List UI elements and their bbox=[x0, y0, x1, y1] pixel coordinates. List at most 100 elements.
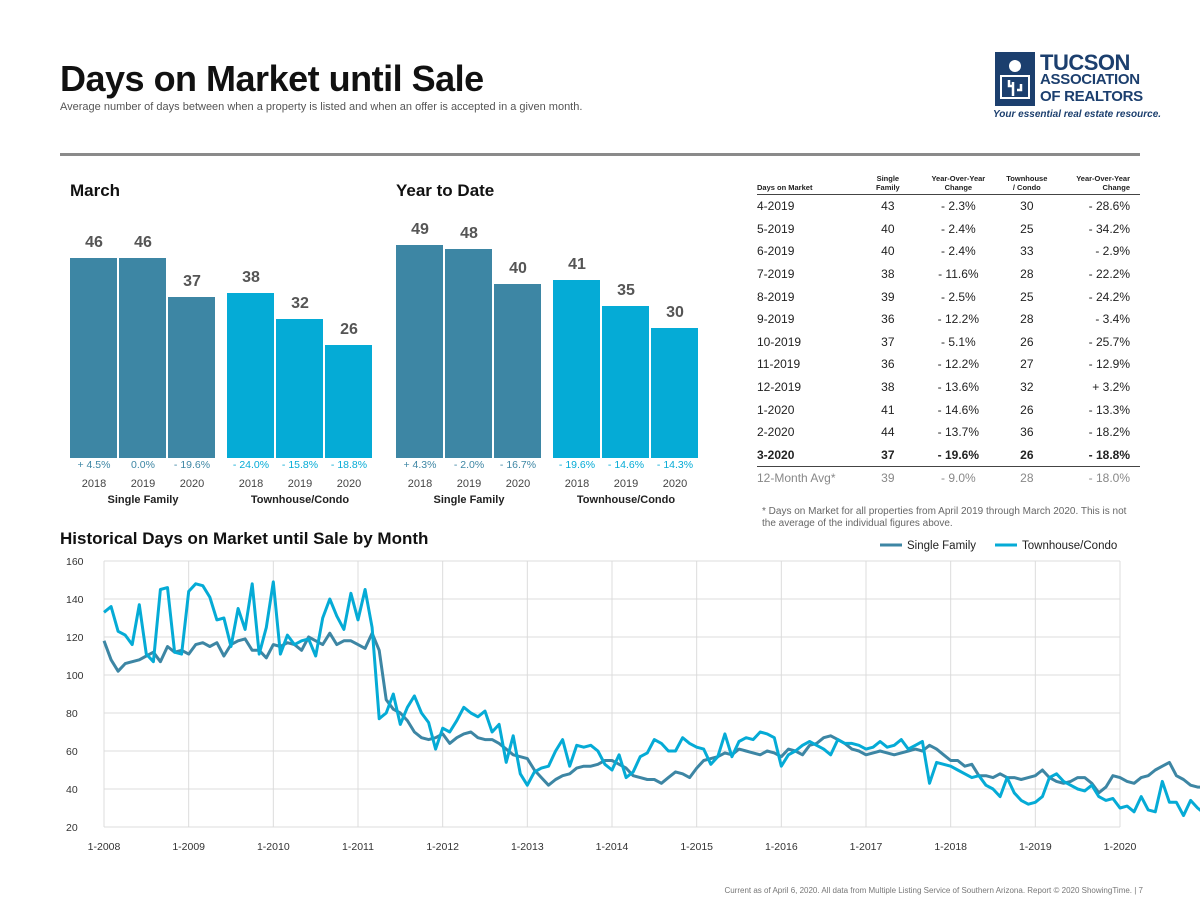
bar-value-label: 30 bbox=[666, 303, 684, 321]
x-tick-label: 1-2015 bbox=[680, 841, 713, 853]
bar-year-label: 2020 bbox=[336, 478, 362, 490]
row-month: 4-2019 bbox=[757, 199, 795, 214]
row-month: 3-2020 bbox=[757, 443, 859, 468]
row-th-change: + 3.2% bbox=[1092, 380, 1130, 395]
col-header-sf-yoy: Year-Over-Year Change bbox=[917, 172, 1000, 195]
bar-value-label: 49 bbox=[411, 220, 429, 238]
page-subtitle: Average number of days between when a pr… bbox=[60, 101, 583, 113]
table-row: 5-2019 40 - 2.4% 25 - 34.2% bbox=[757, 218, 1140, 241]
y-tick-label: 40 bbox=[66, 784, 78, 796]
bar-year-label: 2018 bbox=[81, 478, 107, 490]
bar bbox=[168, 297, 215, 458]
hist-chart-title: Historical Days on Market until Sale by … bbox=[60, 529, 429, 548]
x-tick-label: 1-2009 bbox=[172, 841, 205, 853]
row-sf-value: 39 bbox=[881, 289, 895, 304]
row-month: 8-2019 bbox=[757, 289, 795, 304]
table-row: 4-2019 43 - 2.3% 30 - 28.6% bbox=[757, 195, 1140, 218]
row-sf-change: - 19.6% bbox=[917, 443, 1000, 468]
row-sf-change: - 2.4% bbox=[940, 244, 976, 259]
bar-value-label: 46 bbox=[134, 233, 152, 251]
row-month: 6-2019 bbox=[757, 244, 795, 259]
table-row: 7-2019 38 - 11.6% 28 - 22.2% bbox=[757, 263, 1140, 286]
march-heading: March bbox=[70, 181, 121, 200]
row-sf-value: 37 bbox=[881, 334, 895, 349]
row-month: 1-2020 bbox=[757, 402, 795, 417]
row-month: 5-2019 bbox=[757, 221, 795, 236]
row-th-change: - 34.2% bbox=[1088, 221, 1130, 236]
x-tick-label: 1-2013 bbox=[511, 841, 544, 853]
table-row: 1-2020 41 - 14.6% 26 - 13.3% bbox=[757, 398, 1140, 421]
row-month: 7-2019 bbox=[757, 267, 795, 282]
row-th-value: 26 bbox=[1020, 402, 1034, 417]
row-sf-change: - 12.2% bbox=[937, 357, 980, 372]
y-tick-label: 100 bbox=[66, 670, 84, 682]
row-sf-change: - 5.1% bbox=[940, 334, 976, 349]
row-sf-value: 37 bbox=[858, 443, 918, 468]
bar bbox=[494, 284, 541, 458]
bar bbox=[325, 344, 372, 458]
row-sf-value: 40 bbox=[881, 244, 895, 259]
col-header-th-yoy: Year-Over-Year Change bbox=[1054, 172, 1140, 195]
x-tick-label: 1-2010 bbox=[257, 841, 290, 853]
row-sf-value: 43 bbox=[881, 199, 895, 214]
x-tick-label: 1-2011 bbox=[342, 841, 374, 853]
bar-change-label: - 14.3% bbox=[656, 459, 694, 471]
bar-year-label: 2019 bbox=[456, 478, 482, 490]
bar-change-label: - 15.8% bbox=[281, 459, 319, 471]
bar bbox=[445, 249, 492, 458]
bar-year-label: 2018 bbox=[564, 478, 590, 490]
logo-icon bbox=[995, 52, 1035, 106]
bar-change-label: - 2.0% bbox=[453, 459, 485, 471]
avg-cell: 28 bbox=[1020, 471, 1034, 486]
row-th-value: 36 bbox=[1020, 425, 1034, 440]
x-tick-label: 1-2012 bbox=[426, 841, 459, 853]
row-sf-change: - 2.5% bbox=[940, 289, 976, 304]
row-sf-value: 38 bbox=[881, 267, 895, 282]
header-divider bbox=[60, 153, 1140, 156]
table-row: 6-2019 40 - 2.4% 33 - 2.9% bbox=[757, 240, 1140, 263]
avg-cell: 12-Month Avg* bbox=[757, 471, 836, 486]
y-tick-label: 60 bbox=[66, 746, 78, 758]
y-tick-label: 20 bbox=[66, 822, 78, 834]
row-th-value: 28 bbox=[1020, 267, 1034, 282]
row-month: 10-2019 bbox=[757, 334, 802, 349]
row-th-change: - 12.9% bbox=[1088, 357, 1130, 372]
row-sf-value: 40 bbox=[881, 221, 895, 236]
historical-line-chart: 20 40 60 80 100 120 140 160 1-2008 1-2009 1-2010 1-… bbox=[66, 540, 1200, 853]
col-header-month: Days on Market bbox=[757, 172, 859, 195]
bar-value-label: 40 bbox=[509, 260, 527, 277]
table-row: 11-2019 36 - 12.2% 27 - 12.9% bbox=[757, 353, 1140, 376]
row-th-change: - 3.4% bbox=[1095, 312, 1130, 327]
bar-year-label: 2019 bbox=[287, 478, 313, 490]
row-sf-change: - 13.6% bbox=[937, 380, 980, 395]
row-sf-change: - 11.6% bbox=[938, 267, 979, 282]
bar-value-label: 41 bbox=[568, 255, 586, 273]
row-th-change: - 22.2% bbox=[1088, 267, 1130, 282]
bar bbox=[553, 279, 600, 458]
row-th-value: 30 bbox=[1020, 199, 1034, 214]
bar-change-label: - 18.8% bbox=[330, 459, 368, 471]
bar bbox=[396, 244, 443, 458]
avg-cell: - 18.0% bbox=[1088, 471, 1130, 486]
bar-change-label: 0.0% bbox=[131, 459, 155, 471]
logo-line-1: TUCSON bbox=[1040, 50, 1130, 75]
bar-year-label: 2018 bbox=[238, 478, 264, 490]
table-avg-row: 12-Month Avg* 39 - 9.0% 28 - 18.0% bbox=[757, 467, 1140, 490]
bar bbox=[119, 257, 166, 458]
table-row: 10-2019 37 - 5.1% 26 - 25.7% bbox=[757, 331, 1140, 354]
row-th-change: - 13.3% bbox=[1088, 402, 1130, 417]
page-title: Days on Market until Sale bbox=[60, 58, 484, 99]
y-tick-label: 140 bbox=[66, 594, 84, 606]
bar-value-label: 46 bbox=[85, 233, 103, 251]
y-tick-label: 160 bbox=[66, 556, 84, 568]
row-th-change: - 24.2% bbox=[1088, 289, 1130, 304]
days-on-market-table: Days on Market Single Family Year-Over-Ye… bbox=[757, 172, 1140, 490]
bar bbox=[651, 327, 698, 458]
bar-year-label: 2018 bbox=[407, 478, 433, 490]
row-th-change: - 2.9% bbox=[1095, 244, 1130, 259]
bar-change-label: + 4.3% bbox=[403, 459, 437, 471]
series-line-townhouse-condo bbox=[103, 580, 1200, 818]
bar-value-label: 32 bbox=[291, 294, 309, 312]
y-tick-label: 120 bbox=[66, 632, 84, 644]
table-row: 8-2019 39 - 2.5% 25 - 24.2% bbox=[757, 285, 1140, 308]
